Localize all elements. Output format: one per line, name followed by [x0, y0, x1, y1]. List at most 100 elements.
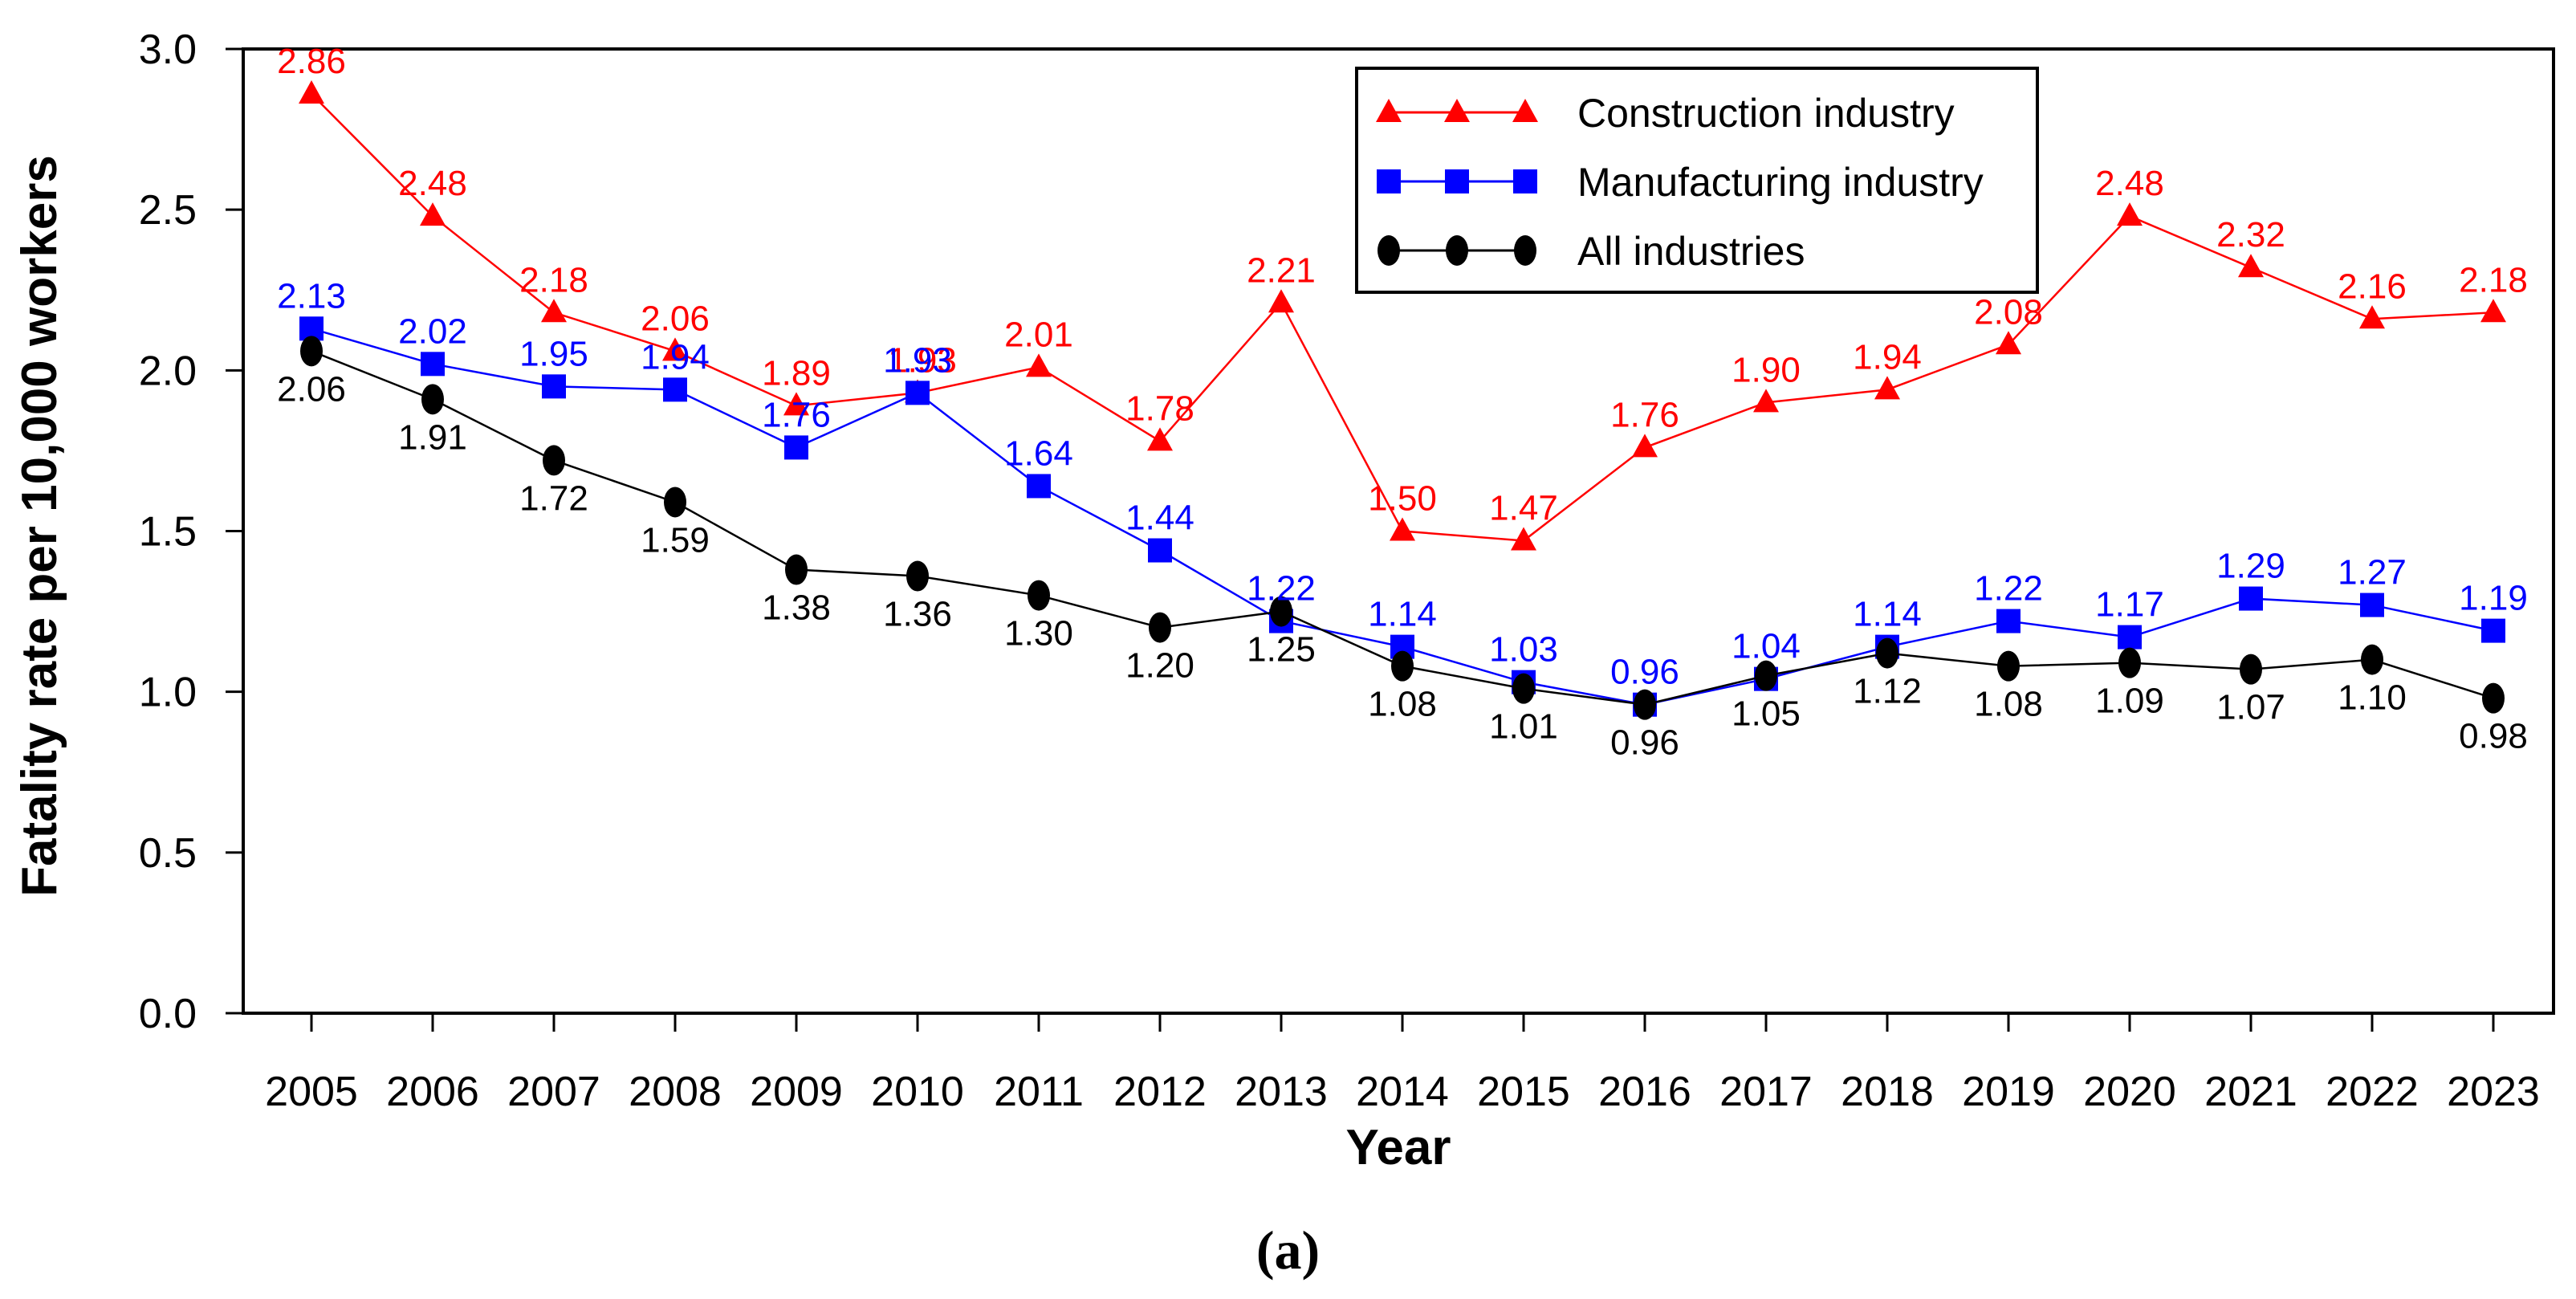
- data-point-all-industries-2010: [906, 560, 929, 592]
- data-point-manufacturing-industry-2011: [1027, 474, 1051, 499]
- data-label-all-industries-2015: 1.01: [1489, 707, 1558, 747]
- data-label-manufacturing-industry-2012: 1.44: [1125, 499, 1194, 538]
- data-label-manufacturing-industry-2018: 1.14: [1853, 595, 1922, 634]
- data-label-manufacturing-industry-2017: 1.04: [1732, 627, 1801, 666]
- data-label-manufacturing-industry-2015: 1.03: [1489, 630, 1558, 670]
- data-point-manufacturing-industry-2009: [784, 435, 808, 460]
- data-label-all-industries-2007: 1.72: [519, 478, 588, 518]
- data-point-all-industries-2014: [1391, 650, 1414, 682]
- data-point-manufacturing-industry-2022: [2360, 592, 2384, 617]
- data-point-construction-industry-2016: [1632, 434, 1658, 458]
- data-point-manufacturing-industry-2019: [1996, 609, 2021, 633]
- data-label-manufacturing-industry-2022: 1.27: [2338, 553, 2407, 592]
- legend-entry-manufacturing-industry: Manufacturing industry: [1377, 160, 1984, 205]
- data-point-all-industries-2023: [2482, 682, 2505, 714]
- data-point-manufacturing-industry-2006: [421, 352, 445, 377]
- data-label-all-industries-2016: 0.96: [1610, 723, 1679, 763]
- data-label-manufacturing-industry-2019: 1.22: [1974, 569, 2043, 609]
- data-label-all-industries-2006: 1.91: [398, 417, 467, 457]
- data-point-all-industries-2013: [1270, 596, 1292, 627]
- series-construction-industry: [299, 80, 2506, 551]
- data-label-construction-industry-2011: 2.01: [1004, 315, 1073, 354]
- x-tick-label: 2020: [2083, 1069, 2176, 1115]
- data-point-all-industries-2017: [1755, 660, 1777, 691]
- data-point-construction-industry-2020: [2117, 202, 2143, 226]
- y-tick-label: 0.0: [139, 991, 197, 1037]
- data-point-construction-industry-2014: [1390, 517, 1415, 541]
- y-tick-label: 2.0: [139, 348, 197, 394]
- data-point-all-industries-2015: [1512, 673, 1535, 704]
- data-label-construction-industry-2009: 1.89: [762, 353, 831, 393]
- series-labels-all-industries: 2.06 1.91 1.72 1.59 1.38 1.36 1.30 1.20 1.25 1.08…: [277, 369, 2528, 762]
- data-label-construction-industry-2010: 1.93: [888, 340, 957, 380]
- data-label-manufacturing-industry-2009: 1.76: [762, 395, 831, 434]
- data-label-all-industries-2021: 1.07: [2216, 688, 2285, 727]
- data-point-construction-industry-2012: [1147, 427, 1173, 451]
- x-tick-label: 2022: [2326, 1069, 2419, 1115]
- data-point-all-industries-2022: [2361, 644, 2383, 675]
- data-point-construction-industry-2021: [2238, 254, 2264, 278]
- x-tick-label: 2015: [1477, 1069, 1570, 1115]
- data-point-manufacturing-industry-2007: [542, 374, 566, 399]
- legend-circle-marker-all-industries-2: [1514, 235, 1536, 266]
- legend-box: [1355, 67, 2039, 294]
- data-point-construction-industry-2015: [1511, 527, 1536, 551]
- data-label-all-industries-2008: 1.59: [641, 520, 710, 560]
- x-tick-label: 2019: [1962, 1069, 2055, 1115]
- data-point-all-industries-2012: [1149, 612, 1171, 643]
- y-tick-label: 1.5: [139, 509, 197, 556]
- data-point-all-industries-2018: [1876, 637, 1898, 669]
- legend-square-marker-manufacturing-industry-0: [1377, 169, 1401, 193]
- data-label-all-industries-2013: 1.25: [1247, 630, 1316, 670]
- data-label-construction-industry-2005: 2.86: [277, 42, 346, 81]
- data-label-construction-industry-2007: 2.18: [519, 260, 588, 299]
- data-label-all-industries-2022: 1.10: [2338, 678, 2407, 718]
- data-label-construction-industry-2023: 2.18: [2459, 260, 2528, 299]
- data-label-all-industries-2011: 1.30: [1004, 614, 1073, 654]
- data-label-manufacturing-industry-2020: 1.17: [2095, 585, 2164, 625]
- x-tick-label: 2017: [1719, 1069, 1813, 1115]
- y-tick-label: 3.0: [139, 26, 197, 73]
- data-point-all-industries-2008: [664, 487, 686, 518]
- data-label-construction-industry-2021: 2.32: [2216, 215, 2285, 255]
- data-label-construction-industry-2015: 1.47: [1489, 489, 1558, 528]
- legend-label-all-industries: All industries: [1577, 229, 1805, 274]
- data-point-construction-industry-2008: [662, 337, 688, 361]
- data-point-construction-industry-2011: [1026, 353, 1052, 377]
- data-point-all-industries-2020: [2118, 647, 2141, 678]
- x-tick-label: 2012: [1113, 1069, 1207, 1115]
- data-point-construction-industry-2019: [1996, 331, 2021, 355]
- data-label-manufacturing-industry-2021: 1.29: [2216, 547, 2285, 586]
- legend-triangle-marker-construction-industry-1: [1444, 99, 1470, 122]
- y-axis-title: Fatality rate per 10,000 workers: [12, 155, 67, 897]
- data-label-manufacturing-industry-2023: 1.19: [2459, 579, 2528, 618]
- data-label-construction-industry-2008: 2.06: [641, 299, 710, 338]
- data-label-manufacturing-industry-2006: 2.02: [398, 312, 467, 351]
- series-labels-construction-industry: 2.86 2.48 2.18 2.06 1.89 1.93 2.01 1.78 2.21 1.50…: [277, 42, 2528, 527]
- x-tick-label: 2013: [1235, 1069, 1328, 1115]
- data-point-manufacturing-industry-2008: [663, 377, 687, 402]
- x-tick-label: 2007: [507, 1069, 600, 1115]
- x-tick-label: 2006: [386, 1069, 479, 1115]
- data-point-all-industries-2011: [1028, 580, 1050, 611]
- data-label-all-industries-2012: 1.20: [1125, 646, 1194, 686]
- series-all-industries: [300, 336, 2505, 720]
- data-label-manufacturing-industry-2016: 0.96: [1610, 653, 1679, 692]
- y-tick-label: 2.5: [139, 187, 197, 234]
- x-tick-label: 2009: [750, 1069, 843, 1115]
- data-point-manufacturing-industry-2010: [905, 381, 930, 405]
- x-axis-title: Year: [1345, 1120, 1451, 1175]
- data-point-manufacturing-industry-2012: [1148, 538, 1172, 563]
- data-label-construction-industry-2017: 1.90: [1732, 350, 1801, 389]
- data-point-construction-industry-2018: [1874, 376, 1900, 400]
- x-tick-label: 2008: [629, 1069, 722, 1115]
- data-label-manufacturing-industry-2014: 1.14: [1368, 595, 1437, 634]
- y-tick-label: 1.0: [139, 670, 197, 716]
- data-point-construction-industry-2005: [299, 80, 324, 104]
- data-point-construction-industry-2007: [541, 299, 567, 323]
- data-point-all-industries-2006: [421, 384, 444, 415]
- data-point-construction-industry-2017: [1753, 389, 1779, 413]
- data-point-construction-industry-2009: [783, 392, 809, 416]
- data-label-construction-industry-2020: 2.48: [2095, 164, 2164, 203]
